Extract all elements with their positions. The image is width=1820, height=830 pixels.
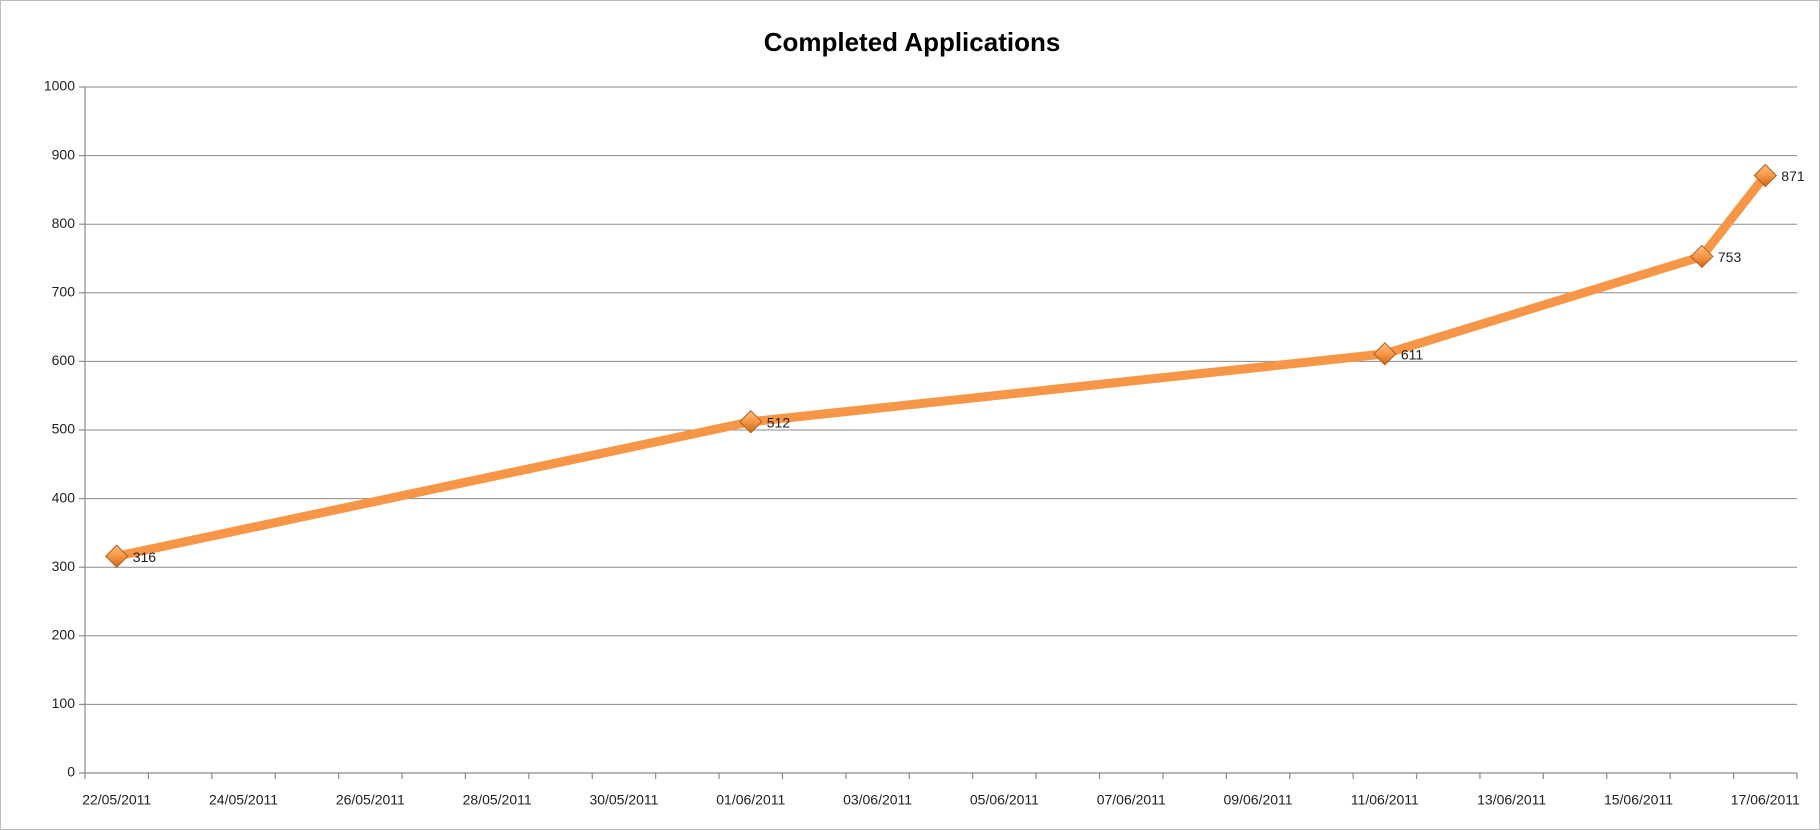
x-tick-label: 13/06/2011	[1477, 792, 1546, 808]
x-tick-label: 26/05/2011	[336, 792, 405, 808]
data-label: 611	[1401, 347, 1424, 363]
x-tick-label: 01/06/2011	[716, 792, 785, 808]
x-tick-label: 11/06/2011	[1351, 792, 1419, 808]
data-label: 512	[767, 414, 791, 430]
x-tick-label: 28/05/2011	[463, 792, 532, 808]
x-tick-label: 15/06/2011	[1604, 792, 1673, 808]
y-tick-label: 100	[52, 695, 76, 711]
y-tick-label: 300	[52, 558, 76, 574]
y-tick-label: 400	[52, 489, 76, 505]
chart-title: Completed Applications	[764, 27, 1061, 57]
point-marker	[1753, 163, 1778, 188]
x-tick-label: 17/06/2011	[1731, 792, 1800, 808]
y-tick-label: 900	[52, 146, 76, 162]
data-label: 871	[1781, 168, 1805, 184]
x-tick-label: 03/06/2011	[843, 792, 912, 808]
x-tick-label: 24/05/2011	[209, 792, 278, 808]
data-label: 753	[1718, 249, 1742, 265]
y-tick-label: 500	[52, 421, 76, 437]
x-tick-label: 07/06/2011	[1097, 792, 1166, 808]
x-tick-label: 09/06/2011	[1224, 792, 1293, 808]
y-tick-label: 800	[52, 215, 76, 231]
x-tick-label: 22/05/2011	[82, 792, 151, 808]
point-marker	[739, 410, 763, 434]
point-marker	[1373, 342, 1397, 366]
point-marker	[1690, 244, 1714, 269]
y-tick-label: 600	[52, 352, 76, 368]
y-tick-label: 700	[52, 284, 76, 300]
x-tick-label: 30/05/2011	[589, 792, 658, 808]
x-tick-label: 05/06/2011	[970, 792, 1039, 808]
y-tick-label: 0	[67, 764, 75, 780]
y-tick-label: 1000	[44, 78, 75, 94]
point-marker	[104, 544, 129, 568]
y-tick-label: 200	[52, 627, 76, 643]
data-label: 316	[133, 549, 157, 565]
